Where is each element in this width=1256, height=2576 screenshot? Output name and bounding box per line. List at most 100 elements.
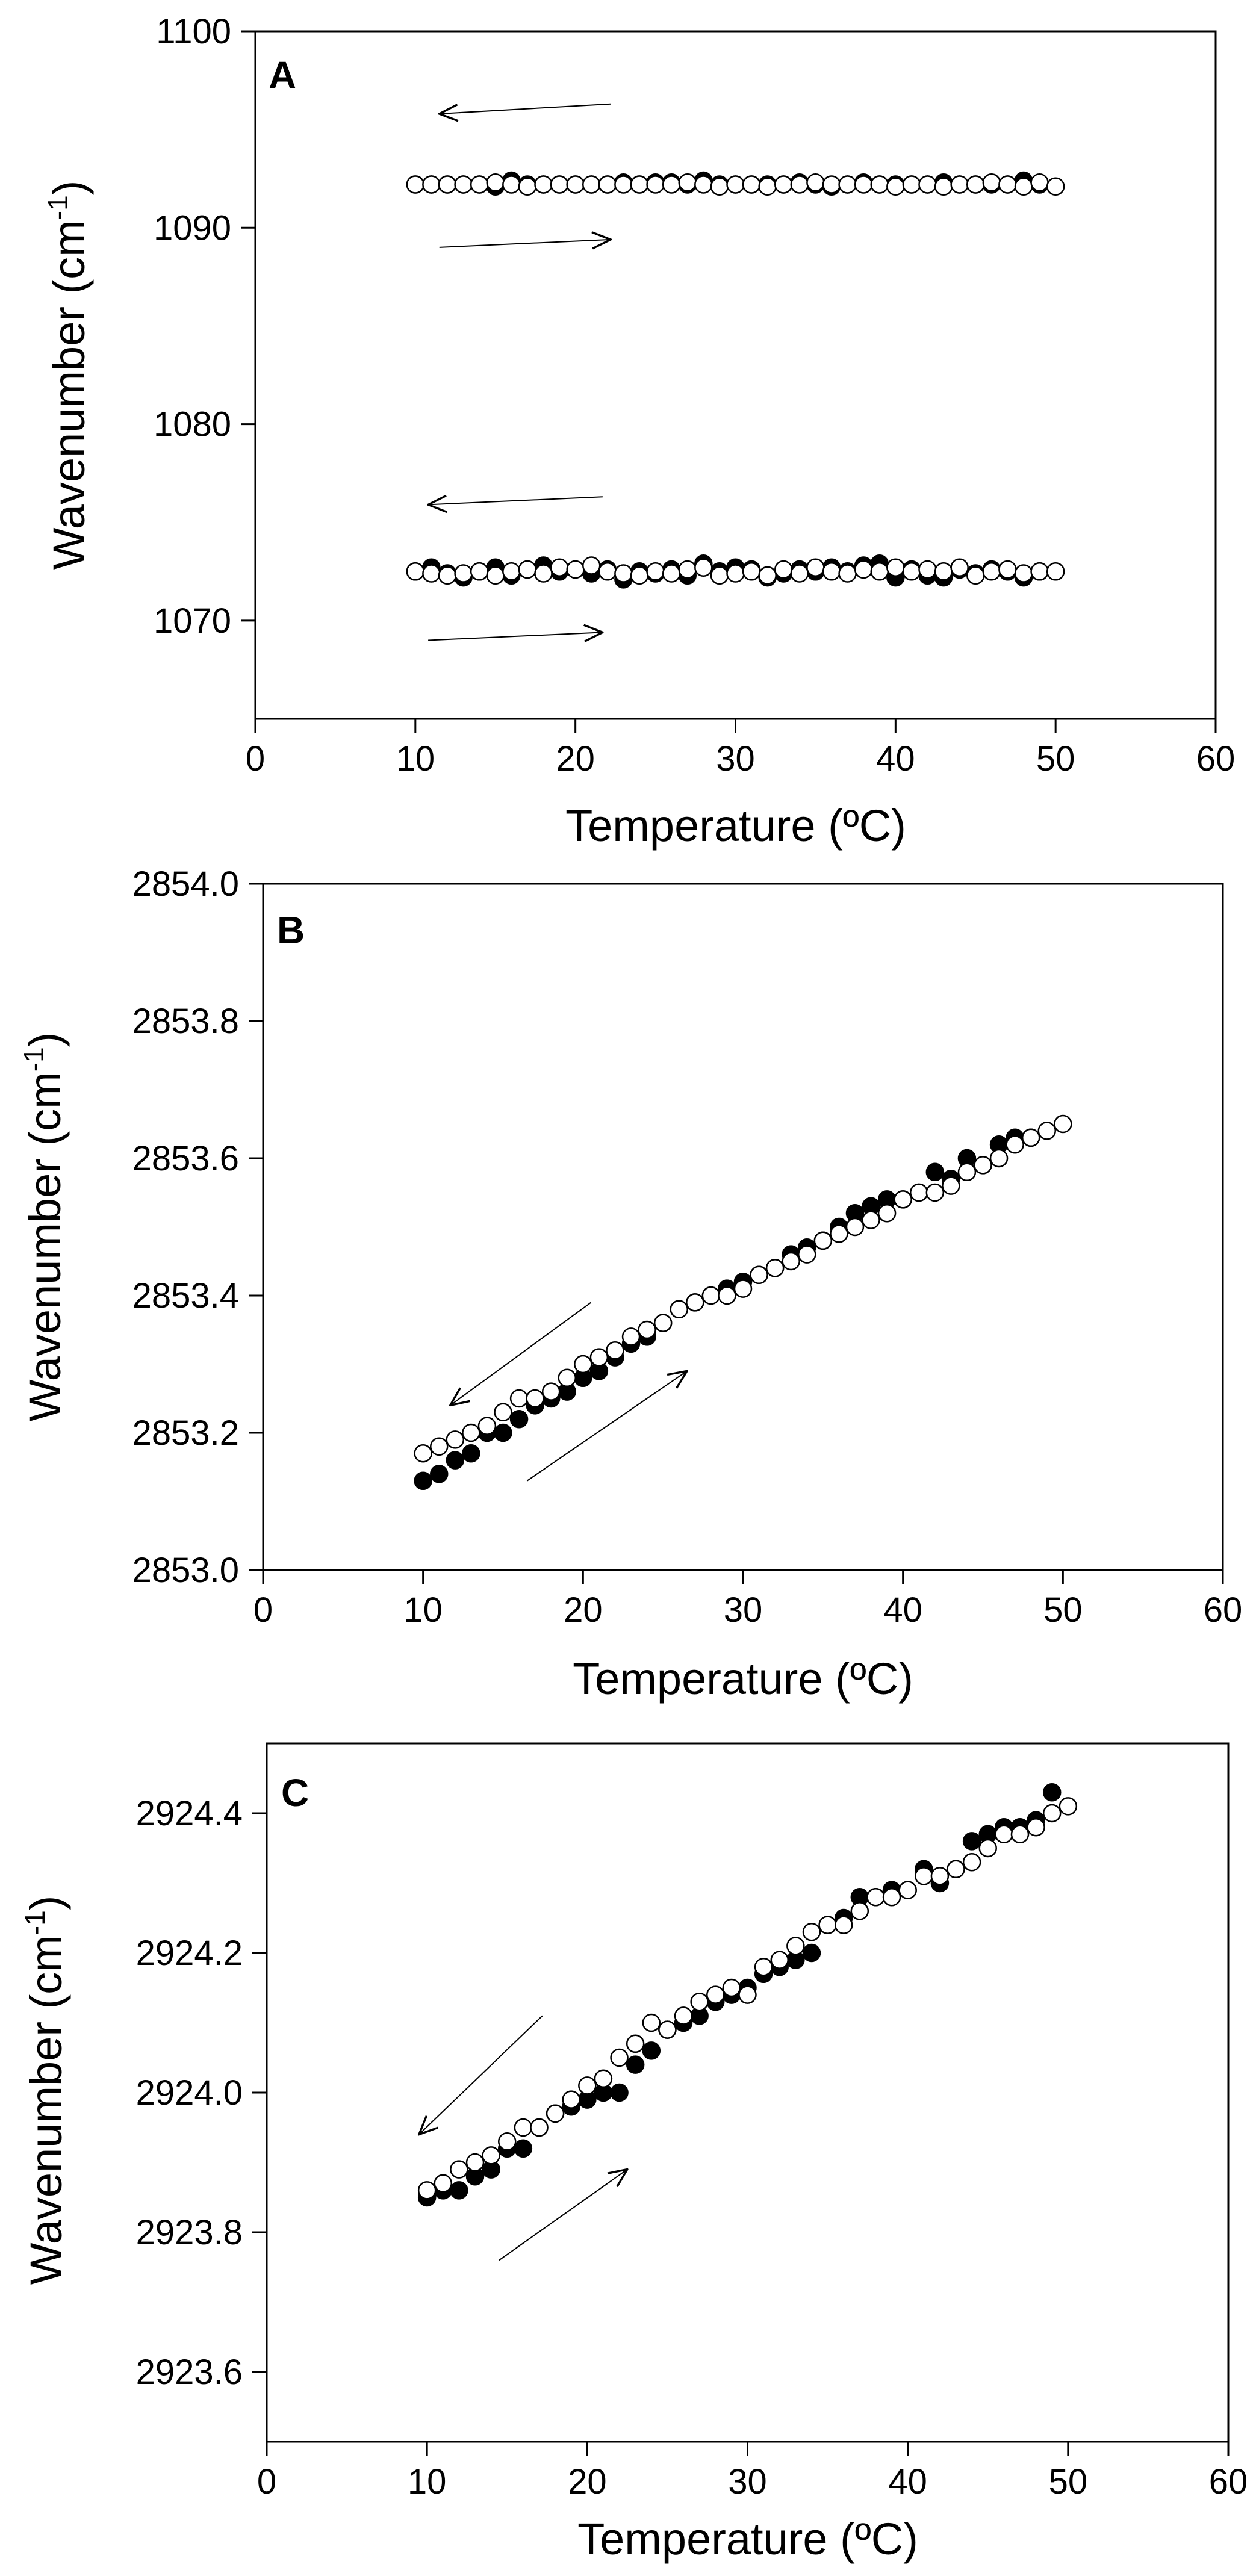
y-tick-label: 1100 xyxy=(156,12,231,51)
data-point-open xyxy=(662,564,681,583)
data-point-open xyxy=(995,1825,1013,1844)
data-point-open xyxy=(574,1355,592,1374)
data-point-open xyxy=(1006,1135,1024,1154)
x-axis: 0 10 20 30 40 50 60 xyxy=(257,2442,1248,2501)
x-tick-label: 10 xyxy=(396,739,435,778)
data-point-open xyxy=(870,175,889,194)
data-point-open xyxy=(454,564,473,583)
data-point-open xyxy=(541,1382,561,1401)
data-point-open xyxy=(477,1417,497,1435)
data-point-open xyxy=(1014,177,1033,196)
data-point-open xyxy=(966,566,985,585)
data-point-open xyxy=(758,566,777,585)
data-point-open xyxy=(1054,1114,1072,1134)
y-axis-title-sup: -1 xyxy=(42,195,73,220)
data-point-open xyxy=(694,175,713,194)
data-point-filled xyxy=(494,1423,512,1442)
x-tick-label: 40 xyxy=(888,2462,927,2501)
data-point-open xyxy=(982,173,1001,192)
data-point-open xyxy=(470,562,489,581)
y-axis-title-close: ) xyxy=(20,1032,70,1047)
data-point-open xyxy=(918,175,937,194)
data-point-open xyxy=(722,1978,741,1997)
data-point-open xyxy=(710,566,729,585)
data-point-open xyxy=(494,1403,512,1422)
data-point-open xyxy=(774,175,793,194)
data-point-open xyxy=(750,1265,768,1285)
x-tick-label: 20 xyxy=(568,2462,607,2501)
data-point-open xyxy=(534,175,553,194)
data-point-open xyxy=(502,562,521,581)
x-tick-label: 50 xyxy=(1043,1591,1083,1630)
y-tick-label: 2854.0 xyxy=(132,864,239,904)
data-point-open xyxy=(989,1149,1009,1168)
data-point-open xyxy=(925,1183,945,1202)
data-point-open xyxy=(898,1881,917,1899)
data-points xyxy=(414,1114,1072,1491)
data-point-open xyxy=(509,1389,529,1408)
data-point-open xyxy=(866,1887,885,1907)
data-point-open xyxy=(966,175,985,194)
y-tick-label: 1090 xyxy=(154,208,231,247)
data-point-open xyxy=(598,562,617,581)
heating-arrow xyxy=(499,2170,627,2261)
data-point-open xyxy=(417,2181,437,2200)
data-point-open xyxy=(566,560,585,579)
cooling-arrow xyxy=(450,1302,592,1405)
data-point-open xyxy=(774,560,793,579)
data-point-open xyxy=(530,2118,549,2137)
data-point-open xyxy=(690,1992,709,2011)
y-axis-title-sup: -1 xyxy=(18,1047,49,1072)
y-axis-title-sup: -1 xyxy=(19,1910,51,1935)
data-point-open xyxy=(962,1852,981,1872)
data-point-open xyxy=(701,1286,721,1305)
data-point-open xyxy=(754,1957,773,1976)
data-point-open xyxy=(1037,1122,1057,1140)
data-point-open xyxy=(838,564,857,583)
data-point-open xyxy=(998,175,1017,194)
data-point-open xyxy=(818,1916,837,1934)
y-axis: 2853.0 2853.2 2853.4 2853.6 2853.8 2854.0 xyxy=(132,864,263,1590)
data-point-open xyxy=(742,175,761,194)
data-point-open xyxy=(678,560,697,579)
data-point-open xyxy=(862,1211,880,1229)
panel-label: B xyxy=(277,908,305,952)
data-point-open xyxy=(534,564,553,583)
data-point-open xyxy=(886,177,905,196)
data-point-open xyxy=(486,566,505,585)
data-point-open xyxy=(562,2090,580,2109)
data-point-open xyxy=(834,1916,853,1934)
data-point-open xyxy=(733,1279,753,1298)
y-axis-title: Wavenumber (cm-1) xyxy=(42,181,94,570)
heating-arrow xyxy=(526,1371,687,1482)
data-point-open xyxy=(646,562,665,581)
y-tick-label: 2924.4 xyxy=(136,1794,243,1833)
panel-a: A 0 10 20 30 40 50 60 1070 1080 1090 1100 Tempera… xyxy=(42,12,1235,851)
x-tick-label: 30 xyxy=(728,2462,767,2501)
data-point-open xyxy=(414,1444,432,1463)
x-tick-label: 0 xyxy=(253,1591,273,1630)
data-point-open xyxy=(630,175,649,194)
data-point-open xyxy=(982,562,1001,581)
cooling-arrow xyxy=(440,103,611,114)
y-tick-label: 1080 xyxy=(154,405,231,444)
data-point-open xyxy=(606,1341,624,1360)
data-point-open xyxy=(1027,1817,1045,1837)
data-point-open xyxy=(438,175,457,194)
data-point-open xyxy=(558,1368,577,1388)
y-tick-label: 2853.0 xyxy=(132,1551,239,1590)
data-point-open xyxy=(1030,562,1049,581)
x-axis: 0 10 20 30 40 50 60 xyxy=(246,719,1235,778)
data-point-open xyxy=(918,560,937,579)
data-point-open xyxy=(710,177,729,196)
data-point-filled xyxy=(462,1444,480,1463)
data-point-open xyxy=(726,564,745,583)
y-axis-title-main: Wavenumber (cm xyxy=(20,1072,70,1421)
data-point-open xyxy=(870,562,889,581)
data-point-open xyxy=(422,175,441,194)
data-point-open xyxy=(642,2013,661,2032)
data-point-open xyxy=(462,1423,480,1442)
data-point-open xyxy=(854,560,873,579)
y-axis-title: Wavenumber (cm-1) xyxy=(18,1032,70,1422)
data-point-open xyxy=(902,175,921,194)
